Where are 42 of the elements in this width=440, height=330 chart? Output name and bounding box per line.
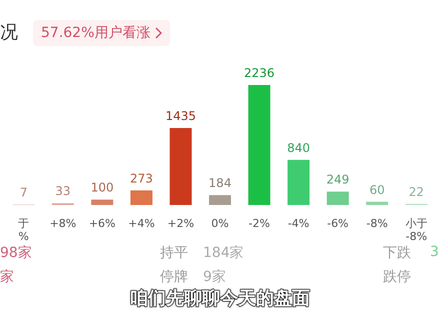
data-label: 60 <box>369 182 385 197</box>
x-tick-label: +6% <box>88 217 116 230</box>
text: 9家 <box>203 268 226 286</box>
chart-title: 况 <box>0 21 18 44</box>
data-label: 840 <box>287 140 310 155</box>
x-tick-label: -4% <box>288 217 310 230</box>
data-label: 22 <box>408 184 424 199</box>
data-label: 249 <box>326 172 350 187</box>
data-label: 100 <box>90 180 114 195</box>
x-tick-label: +4% <box>128 217 155 230</box>
bar <box>209 195 232 205</box>
data-label: 184 <box>208 176 232 190</box>
data-label: 33 <box>55 184 71 198</box>
text: 家 <box>0 268 14 286</box>
text: 3 <box>430 244 439 260</box>
text: 停牌 <box>160 268 188 286</box>
text: 下跌 <box>383 244 411 262</box>
bar <box>288 160 310 205</box>
text: 98家 <box>0 244 32 262</box>
text: 184家 <box>203 244 244 262</box>
data-label: 1435 <box>165 108 196 123</box>
bar <box>248 85 270 205</box>
data-label: 2236 <box>244 66 275 80</box>
bar <box>130 190 152 205</box>
x-tick-label: 于 % <box>18 217 30 243</box>
bar <box>326 192 349 205</box>
x-tick-label: 小于 -8% <box>405 217 428 243</box>
chart-subtitle: 57.62%用户看涨 <box>41 24 150 42</box>
x-tick-label: +2% <box>167 217 194 230</box>
text: 咱们先聊聊今天的盘面 <box>129 287 312 310</box>
text: 持平 <box>160 244 188 262</box>
x-tick-label: -8% <box>366 217 388 230</box>
x-tick-label: +8% <box>50 217 76 230</box>
text: 跌停 <box>383 268 411 286</box>
x-tick-label: -6% <box>327 217 349 230</box>
bar <box>91 200 114 205</box>
data-label: 7 <box>20 186 28 200</box>
bar <box>366 202 388 205</box>
x-tick-label: 0% <box>211 217 229 230</box>
x-tick-label: -2% <box>248 217 270 230</box>
data-label: 273 <box>130 171 153 186</box>
bar <box>170 128 192 205</box>
